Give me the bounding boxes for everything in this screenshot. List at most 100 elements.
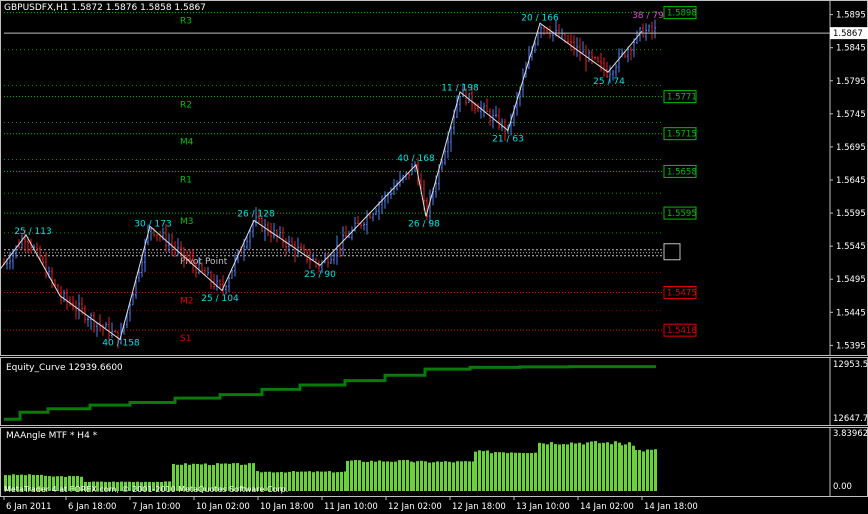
maangle-bar [362,461,365,491]
level-price-box [663,323,697,337]
maangle-bar [602,442,605,491]
maangle-bar [534,452,537,491]
maangle-bar [324,471,327,491]
time-tick-label: 6 Jan 18:00 [68,502,116,512]
maangle-bar [256,471,259,491]
level-price-box [663,90,697,104]
watermark: MetaTrader 4 at FOREX.com, © 2001-2010 M… [4,485,289,494]
maangle-bar [386,461,389,491]
equity-tick-label: 12647.7 [833,414,868,424]
maangle-bar [514,452,517,491]
level-price-label: 1.5595 [667,209,697,219]
zigzag-label: 21 / 63 [492,135,524,145]
maangle-bar [402,460,405,491]
maangle-bar [300,471,303,491]
maangle-bar [96,481,99,491]
maangle-bar [346,460,349,491]
price-tick-label: 1.5495 [836,275,866,285]
maangle-bar [510,452,513,491]
maangle-bar [332,472,335,491]
maangle-bar [244,464,247,491]
maangle-bar [264,471,267,491]
level-name: R1 [180,175,192,185]
maangle-bar [28,474,31,491]
maangle-bar [304,471,307,491]
maangle-bar [594,441,597,491]
maangle-bar [276,472,279,491]
maangle-bar [406,459,409,491]
maangle-bar [562,444,565,491]
time-tick-label: 12 Jan 18:00 [452,502,506,512]
maangle-bar [44,475,47,491]
maangle-bar [586,442,589,491]
price-chart[interactable]: R3 1.5898 R2 1.5771 M4 1.5715 R1 1.5658 M3 1.5595… [0,0,868,356]
maangle-bar [224,463,227,491]
maangle-chart[interactable]: 3.83962 0.00 [0,427,868,497]
maangle-bar [140,482,143,491]
maangle-bar [412,462,415,491]
maangle-bar [68,475,71,491]
maangle-bar [248,463,251,491]
maangle-bar [316,471,319,491]
level-price-box [663,285,697,299]
level-name: R3 [180,17,192,27]
equity-curve-chart[interactable]: 12953.5 12647.7 [0,357,868,426]
maangle-bar [374,461,377,491]
maangle-bar [598,443,601,491]
maangle-bar [642,451,645,491]
maangle-bar [336,472,339,491]
maangle-bar [366,461,369,491]
maangle-bar [76,475,79,491]
maangle-bar [628,442,631,491]
maangle-bar [48,476,51,491]
maangle-bar [56,476,59,491]
maangle-bar [378,460,381,491]
maangle-bar [104,481,107,491]
pivot-box [663,243,681,261]
maangle-bar [582,444,585,491]
maangle-bar [156,481,159,491]
maangle-bar [308,471,311,491]
maangle-bar [464,461,467,491]
maangle-bar [232,463,235,491]
price-tick-label: 1.5795 [836,77,866,87]
time-axis: 6 Jan 2011 6 Jan 18:00 7 Jan 10:00 10 Jan 0… [3,497,698,512]
maangle-bar [486,450,489,491]
maangle-bar [40,474,43,491]
maangle-bar [196,463,199,491]
maangle-bar [394,461,397,491]
maangle-bar [530,453,533,491]
maangle-bar [64,476,67,491]
zigzag-label: 38 / 79 [632,11,664,21]
maangle-bar [124,481,127,491]
maangle-bar [4,475,7,491]
maangle-bar [284,472,287,491]
maangle-bar [590,441,593,491]
price-tick-label: 1.5845 [836,44,866,54]
maangle-title: MAAngle MTF * H4 * [6,431,98,441]
zigzag-label: 20 / 166 [521,14,559,24]
maangle-bar [208,465,211,491]
maangle-bar [482,451,485,491]
maangle-bar [606,442,609,491]
maangle-bar [632,445,635,491]
maangle-bar [288,471,291,491]
equity-curve-line [4,365,656,421]
maangle-bar [148,481,151,491]
level-name: M2 [180,296,194,306]
maangle-bar [420,460,423,491]
maangle-bar [84,481,87,491]
maangle-bar [228,463,231,491]
maangle-bar [638,449,641,491]
maangle-bar [558,444,561,491]
price-tick-label: 1.5695 [836,143,866,153]
maangle-bar [344,471,347,491]
maangle-bar [350,460,353,491]
maangle-bar [172,463,175,491]
maangle-bar [620,445,623,491]
maangle-bar [460,461,463,491]
maangle-bar [92,481,95,491]
maangle-bar [260,472,263,491]
maangle-bar [522,453,525,491]
maangle-bar [328,471,331,491]
